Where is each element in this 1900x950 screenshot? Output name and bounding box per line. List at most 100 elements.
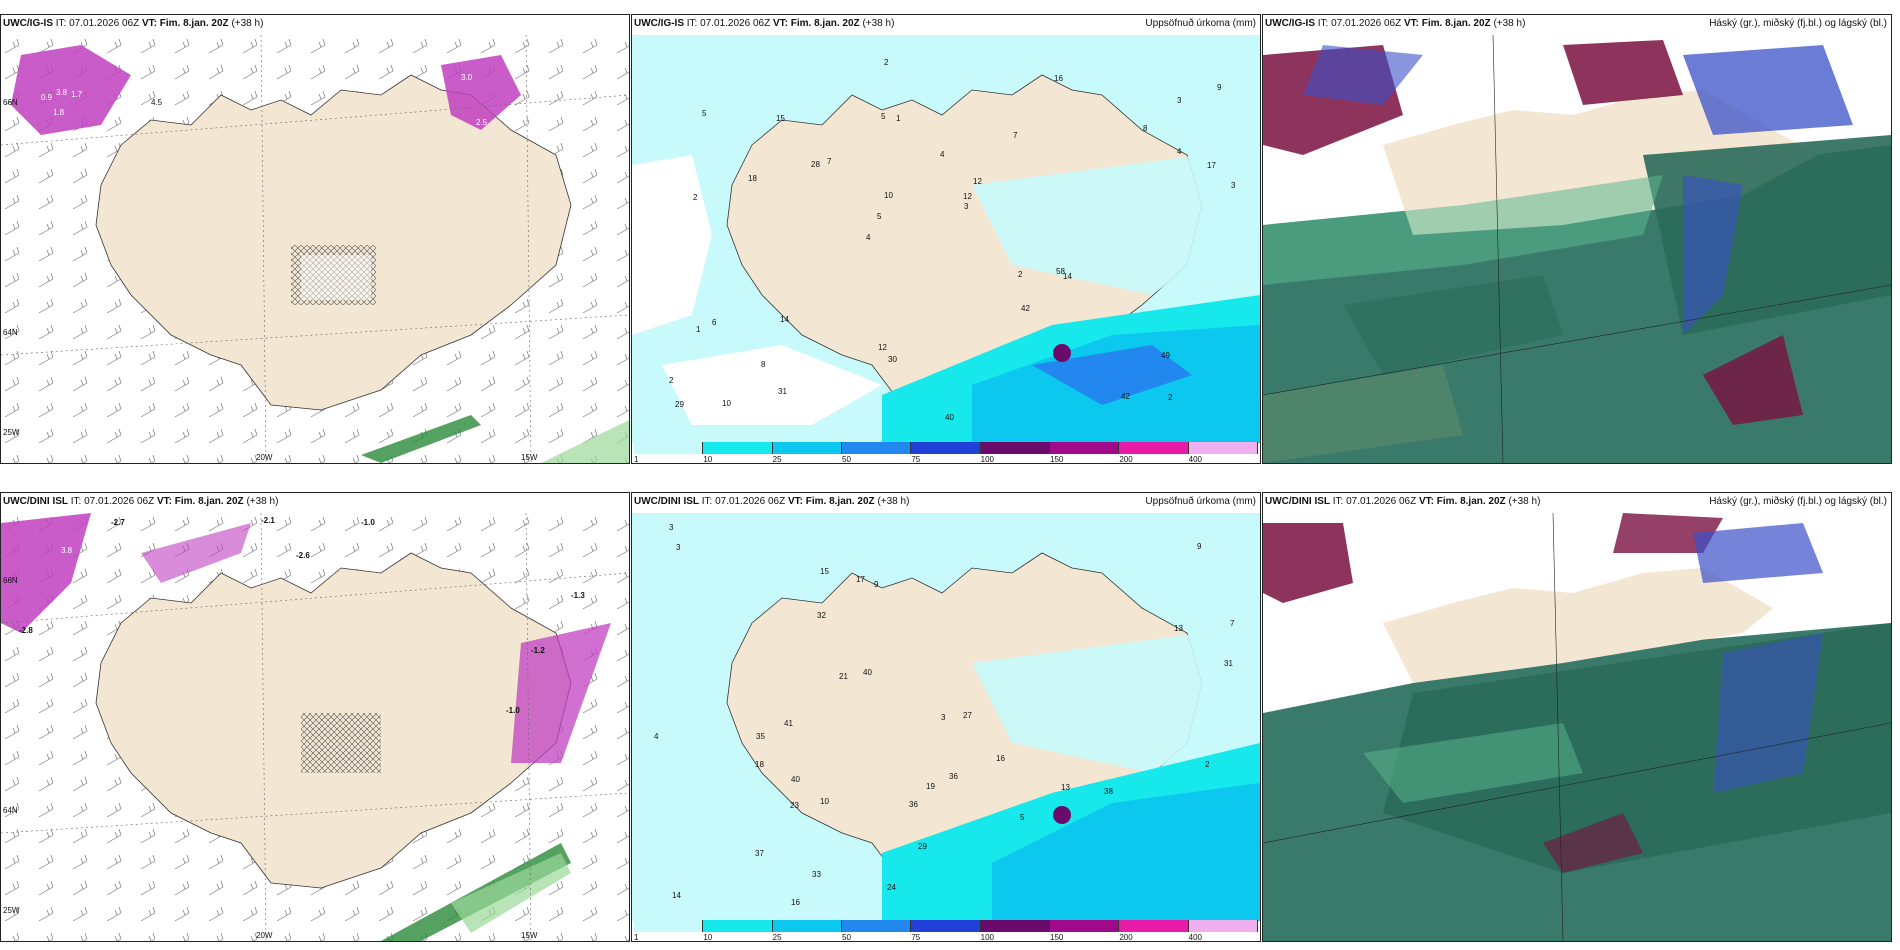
colorbar-label: 100 bbox=[980, 933, 995, 942]
panel-title: UWC/DINI ISL IT: 07.01.2026 06Z VT: Fim.… bbox=[3, 496, 279, 507]
colorbar-swatch bbox=[703, 442, 773, 454]
lon-label: 15W bbox=[521, 931, 538, 940]
precip-value-label: 10 bbox=[884, 191, 893, 200]
temp-label: 1.7 bbox=[599, 58, 611, 67]
map-panel-clouds-dini: UWC/DINI ISL IT: 07.01.2026 06Z VT: Fim.… bbox=[1262, 492, 1892, 942]
precip-value-label: 35 bbox=[756, 732, 765, 741]
colorbar-swatch bbox=[842, 442, 912, 454]
colorbar-label: 50 bbox=[842, 455, 851, 464]
precip-value-label: 16 bbox=[1054, 74, 1063, 83]
precip-value-label: 2 bbox=[1168, 393, 1173, 402]
precip-value-label: 31 bbox=[1224, 659, 1233, 668]
colorbar-swatch bbox=[634, 442, 704, 454]
panel-title: UWC/IG-IS IT: 07.01.2026 06Z VT: Fim. 8.… bbox=[634, 18, 895, 29]
lat-label: 64N bbox=[3, 806, 18, 815]
precip-colorbar: 1 10 25 50 75 100 150 200 400 bbox=[634, 442, 1258, 464]
precip-value-label: 24 bbox=[887, 883, 896, 892]
precip-value-label: 10 bbox=[722, 399, 731, 408]
precip-value-label: 3 bbox=[1231, 181, 1236, 190]
precip-value-label: 1 bbox=[696, 325, 701, 334]
precip-value-label: 17 bbox=[1207, 161, 1216, 170]
precip-value-label: 18 bbox=[748, 174, 757, 183]
colorbar-label: 25 bbox=[772, 455, 782, 464]
precip-value-label: 58 bbox=[1056, 267, 1065, 276]
colorbar-swatch bbox=[842, 920, 912, 932]
precip-value-label: 15 bbox=[776, 114, 785, 123]
precip-value-label: 16 bbox=[996, 754, 1005, 763]
temp-label: 1.7 bbox=[71, 90, 83, 99]
precip-value-label: 2 bbox=[1018, 270, 1023, 279]
precip-value-label: 2 bbox=[693, 193, 698, 202]
precip-value-label: 18 bbox=[755, 760, 764, 769]
precip-value-label: 3 bbox=[941, 713, 946, 722]
colorbar-label: 25 bbox=[772, 933, 782, 942]
colorbar-label: 100 bbox=[980, 455, 995, 464]
colorbar-swatch bbox=[911, 920, 981, 932]
panel-field-name: Uppsöfnuð úrkoma (mm) bbox=[1145, 496, 1256, 507]
colorbar-label: 150 bbox=[1050, 933, 1064, 942]
precip-value-label: 4 bbox=[1177, 147, 1182, 156]
precip-value-label: 7 bbox=[827, 157, 832, 166]
temp-label: 3.0 bbox=[461, 73, 473, 82]
precip-value-label: 14 bbox=[780, 315, 789, 324]
precip-value-label: 8 bbox=[1143, 124, 1148, 133]
precip-value-label: 2 bbox=[884, 58, 889, 67]
temp-label: -2.6 bbox=[296, 551, 310, 560]
precip-value-label: 5 bbox=[877, 212, 882, 221]
precip-value-label: 31 bbox=[778, 387, 787, 396]
colorbar-label: 75 bbox=[911, 455, 921, 464]
colorbar-label: 1 bbox=[634, 933, 639, 942]
lon-label: 20W bbox=[256, 453, 273, 462]
temp-label: -2.8 bbox=[19, 626, 33, 635]
colorbar-swatch bbox=[772, 442, 842, 454]
colorbar-label: 75 bbox=[911, 933, 921, 942]
precip-value-label: 12 bbox=[878, 343, 887, 352]
precip-value-label: 32 bbox=[817, 611, 826, 620]
map-canvas: 2234710546728112145232451210151614424958… bbox=[632, 35, 1260, 443]
colorbar-swatch bbox=[1050, 920, 1120, 932]
precip-value-label: 3 bbox=[676, 543, 681, 552]
precip-value-label: 13 bbox=[1061, 783, 1070, 792]
temp-label: 2.5 bbox=[476, 118, 488, 127]
colorbar-label: 10 bbox=[703, 455, 713, 464]
precip-value-label: 36 bbox=[949, 772, 958, 781]
panel-field-name: Háský (gr.), miðský (fj.bl.) og lágský (… bbox=[1709, 496, 1887, 507]
precip-value-label: 30 bbox=[888, 355, 897, 364]
map-canvas: 3349759101413232716181921363732403129334… bbox=[632, 513, 1260, 921]
precip-value-label: 19 bbox=[926, 782, 935, 791]
precip-value-label: 8 bbox=[761, 360, 766, 369]
precip-value-label: 29 bbox=[918, 842, 927, 851]
precip-value-label: 12 bbox=[963, 192, 972, 201]
precip-value-label: 12 bbox=[973, 177, 982, 186]
precip-value-label: 1 bbox=[896, 114, 901, 123]
temp-label: 0.9 bbox=[41, 93, 53, 102]
precip-value-label: 37 bbox=[755, 849, 764, 858]
colorbar-swatch bbox=[703, 920, 773, 932]
precip-value-label: 7 bbox=[1013, 131, 1018, 140]
colorbar-label: 400 bbox=[1188, 455, 1203, 464]
colorbar-swatch bbox=[634, 920, 704, 932]
colorbar-swatch bbox=[1119, 920, 1189, 932]
precip-value-label: 16 bbox=[791, 898, 800, 907]
lon-label: 20W bbox=[256, 931, 273, 940]
precip-value-label: 6 bbox=[712, 318, 717, 327]
precip-value-label: 13 bbox=[1174, 624, 1183, 633]
colorbar-swatch bbox=[1119, 442, 1189, 454]
precip-value-label: 29 bbox=[675, 400, 684, 409]
colorbar-label: 10 bbox=[703, 933, 713, 942]
temp-label: 3.8 bbox=[61, 546, 73, 555]
precip-value-label: 42 bbox=[1021, 304, 1030, 313]
precip-colorbar: 1 10 25 50 75 100 150 200 400 bbox=[634, 920, 1258, 942]
precip-value-label: 9 bbox=[874, 580, 879, 589]
precip-value-label: 9 bbox=[1217, 83, 1222, 92]
temp-label: -1.0 bbox=[361, 518, 375, 527]
precip-value-label: 2 bbox=[669, 376, 674, 385]
precip-value-label: 7 bbox=[1230, 619, 1235, 628]
precip-value-label: 38 bbox=[1104, 787, 1113, 796]
lat-label: 25W bbox=[3, 906, 20, 915]
colorbar-label: 400 bbox=[1188, 933, 1203, 942]
precip-value-label: 28 bbox=[811, 160, 820, 169]
lat-label: 25W bbox=[3, 428, 20, 437]
panel-title: UWC/IG-IS IT: 07.01.2026 06Z VT: Fim. 8.… bbox=[3, 18, 264, 29]
precip-value-label: 33 bbox=[812, 870, 821, 879]
